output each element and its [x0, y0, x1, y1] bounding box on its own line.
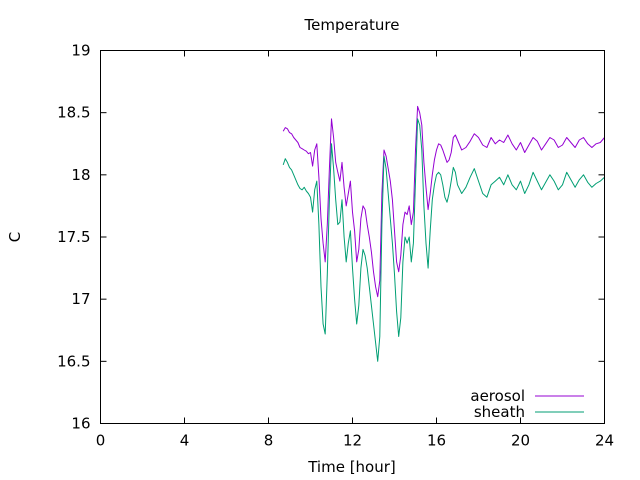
- y-tick-label-18.5: 18.5: [57, 104, 90, 122]
- legend-label-sheath: sheath: [474, 403, 525, 421]
- axis-ticks: 0 4 8 12 16 20 24 16 16.5 17 17.5 18 18.5 19: [57, 42, 614, 450]
- y-tick-label-17.5: 17.5: [57, 228, 90, 246]
- y-tick-label-18: 18: [71, 166, 90, 184]
- x-tick-label-24: 24: [595, 432, 614, 450]
- y-axis-label: C: [6, 232, 24, 242]
- x-tick-label-4: 4: [180, 432, 190, 450]
- plot-frame: [100, 50, 605, 424]
- x-tick-label-0: 0: [96, 432, 106, 450]
- x-tick-label-20: 20: [511, 432, 530, 450]
- x-axis-label: Time [hour]: [307, 458, 396, 476]
- y-tick-label-16: 16: [71, 415, 90, 433]
- plot-lines: [282, 105, 605, 362]
- y-tick-label-16.5: 16.5: [57, 352, 90, 370]
- x-tick-label-16: 16: [427, 432, 446, 450]
- x-tick-label-8: 8: [264, 432, 274, 450]
- y-tick-label-19: 19: [71, 42, 90, 60]
- chart-title: Temperature: [303, 16, 399, 34]
- legend: aerosol sheath: [470, 387, 584, 421]
- y-tick-label-17: 17: [71, 290, 90, 308]
- x-tick-label-12: 12: [343, 432, 362, 450]
- legend-label-aerosol: aerosol: [470, 387, 525, 405]
- series-line-aerosol: [282, 105, 605, 298]
- series-line-sheath: [282, 118, 605, 362]
